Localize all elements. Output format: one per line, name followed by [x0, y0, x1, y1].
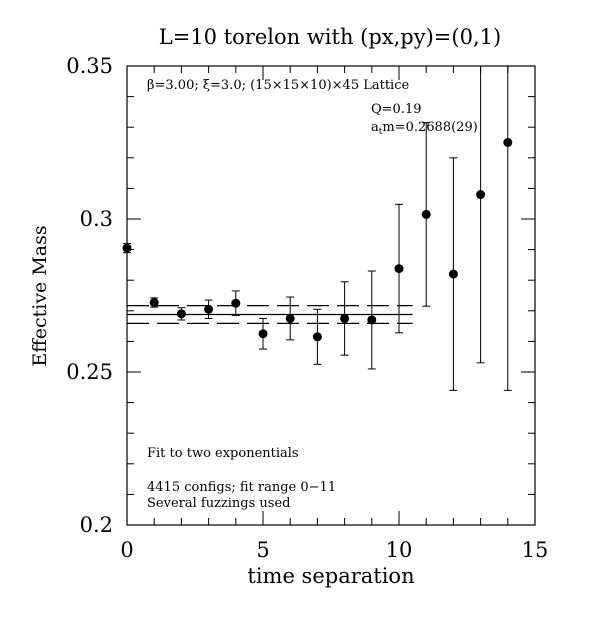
- annotation-mass-prefix: a: [371, 120, 379, 135]
- data-point: [149, 298, 159, 308]
- x-tick-label: 0: [120, 538, 133, 562]
- data-point: [476, 190, 486, 200]
- data-point: [394, 264, 404, 274]
- data-point: [448, 269, 458, 279]
- data-point: [312, 332, 322, 342]
- x-axis-label: time separation: [247, 564, 414, 588]
- data-point: [503, 138, 513, 147]
- data-points: [122, 66, 513, 391]
- data-point: [367, 315, 377, 325]
- y-tick-label: 0.2: [80, 513, 113, 537]
- data-point: [122, 243, 132, 253]
- axis-ticks: [126, 65, 536, 526]
- data-point: [340, 313, 350, 323]
- plot-frame: [126, 65, 536, 526]
- y-tick-label: 0.25: [66, 360, 113, 384]
- annotation-mass: atm=0.2688(29): [371, 120, 478, 137]
- y-tick-label: 0.35: [66, 54, 113, 78]
- annotation-lattice: β=3.00; ξ=3.0; (15×15×10)×45 Lattice: [147, 78, 409, 93]
- x-tick-label: 10: [386, 538, 413, 562]
- x-tick-label: 5: [256, 538, 269, 562]
- annotation-fuzzings: Several fuzzings used: [147, 496, 291, 511]
- annotation-configs: 4415 configs; fit range 0−11: [147, 480, 336, 495]
- data-point: [231, 298, 241, 308]
- annotation-mass-value: m=0.2688(29): [382, 120, 477, 135]
- y-axis-label: Effective Mass: [29, 225, 51, 366]
- data-point: [258, 329, 268, 339]
- annotation-fit-type: Fit to two exponentials: [147, 446, 299, 461]
- fit-lines: [127, 304, 413, 324]
- annotation-mass-sub: t: [379, 127, 383, 137]
- chart-title: L=10 torelon with (px,py)=(0,1): [159, 25, 501, 49]
- x-tick-label: 15: [522, 538, 549, 562]
- data-point: [421, 209, 431, 219]
- y-tick-label: 0.3: [80, 207, 113, 231]
- data-point: [204, 304, 214, 314]
- x-tick-labels: 0 5 10 15: [120, 538, 548, 562]
- data-point: [176, 309, 186, 319]
- annotation-q-value: Q=0.19: [371, 102, 422, 117]
- data-point: [285, 313, 295, 323]
- y-tick-labels: 0.2 0.25 0.3 0.35: [66, 54, 113, 537]
